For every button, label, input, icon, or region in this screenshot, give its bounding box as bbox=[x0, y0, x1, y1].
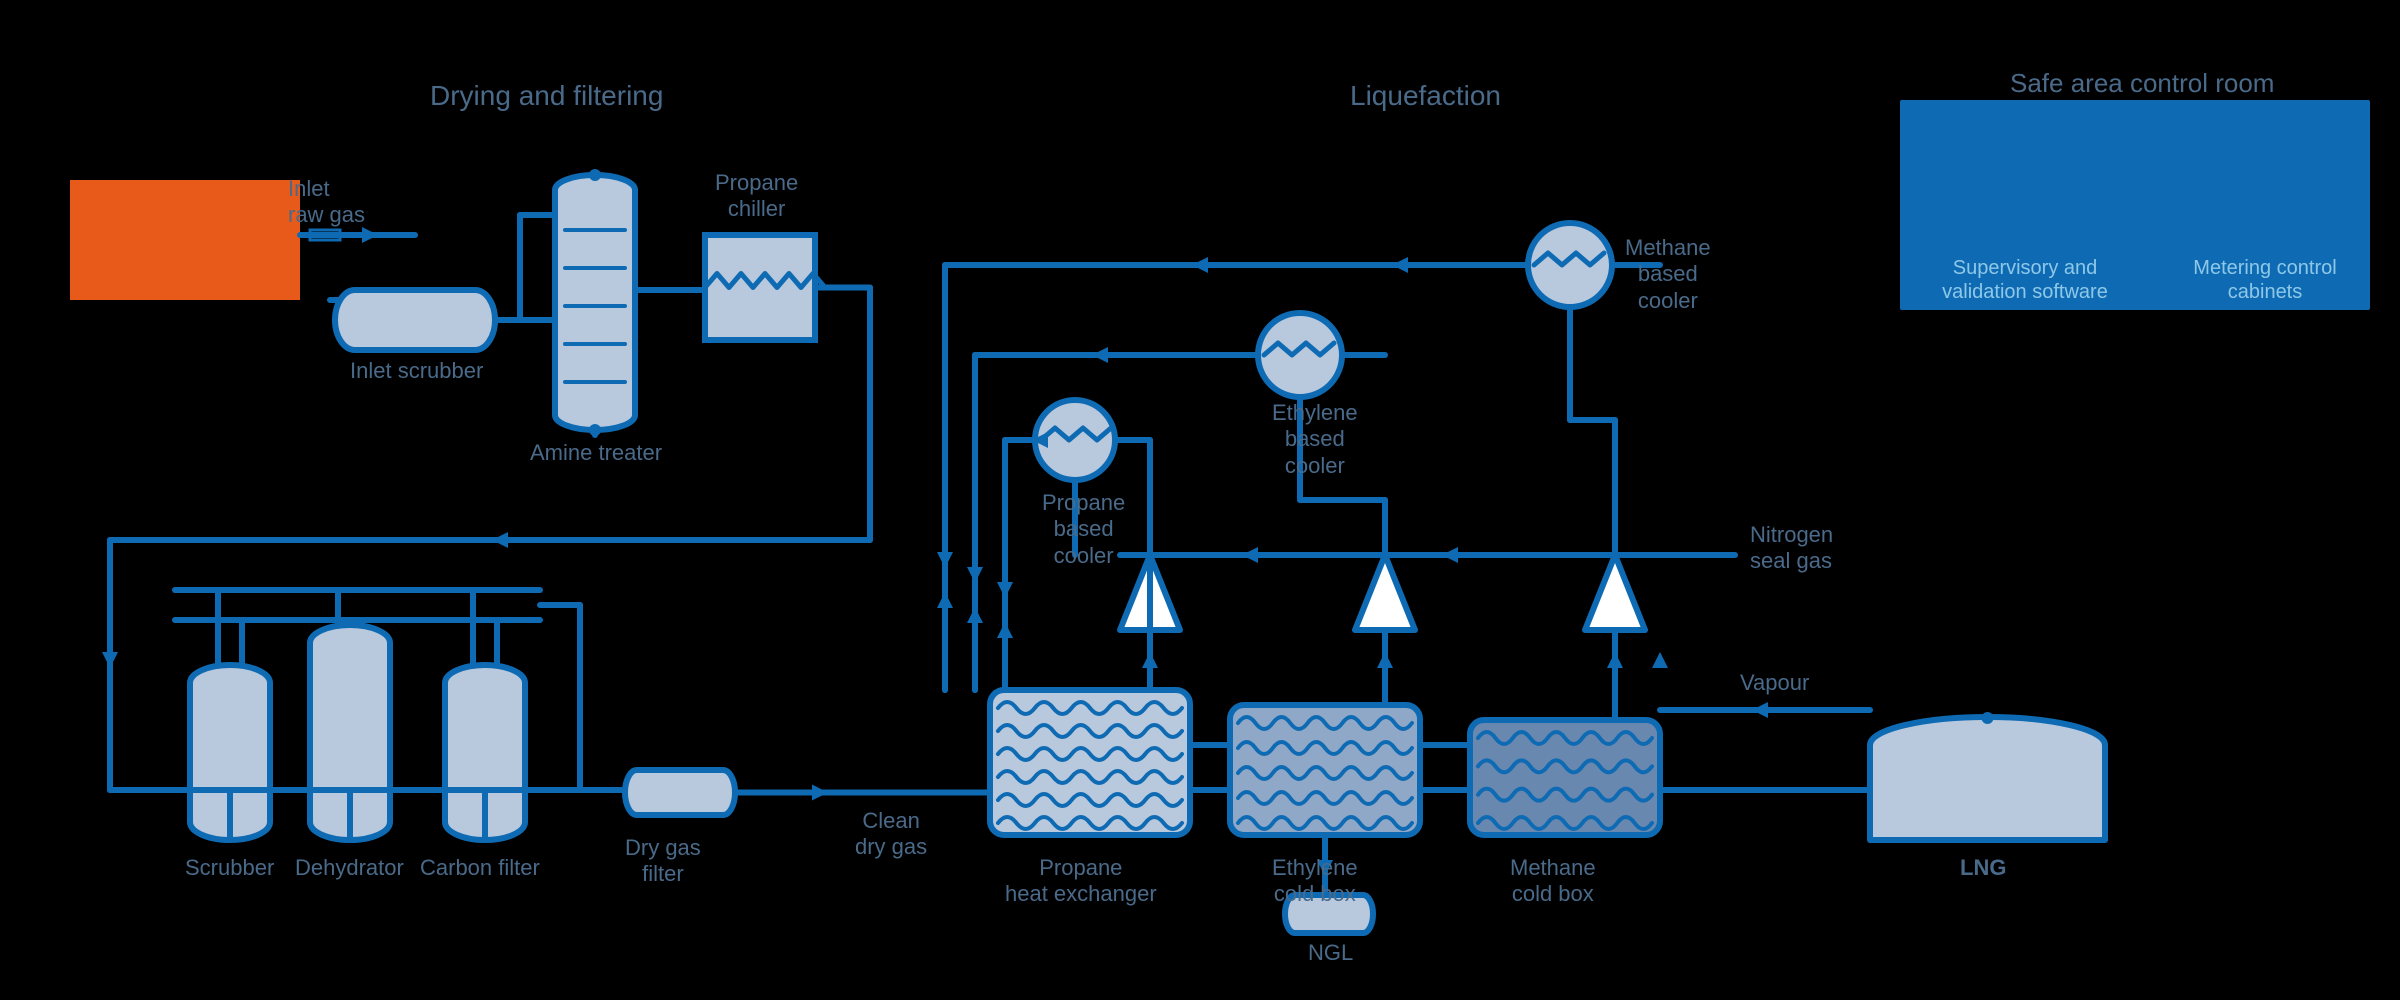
label-propane-cooler: Propane based cooler bbox=[1042, 490, 1125, 569]
label-ngl: NGL bbox=[1308, 940, 1353, 966]
label-carbon-filter: Carbon filter bbox=[420, 855, 540, 881]
label-ethylene-cooler: Ethylene based cooler bbox=[1272, 400, 1358, 479]
label-lng: LNG bbox=[1960, 855, 2006, 881]
section-drying-title: Drying and filtering bbox=[430, 80, 663, 112]
label-propane-chiller: Propane chiller bbox=[715, 170, 798, 223]
section-lique-title: Liquefaction bbox=[1350, 80, 1501, 112]
label-inlet-raw-gas: Inlet raw gas bbox=[288, 176, 365, 229]
label-nitrogen: Nitrogen seal gas bbox=[1750, 522, 1833, 575]
label-clean-dry-gas: Clean dry gas bbox=[855, 808, 927, 861]
label-methane-cooler: Methane based cooler bbox=[1625, 235, 1711, 314]
label-propane-hex: Propane heat exchanger bbox=[1005, 855, 1157, 908]
label-scrubber: Scrubber bbox=[185, 855, 274, 881]
label-dehydrator: Dehydrator bbox=[295, 855, 404, 881]
control-room-title: Safe area control room bbox=[2010, 68, 2274, 99]
label-methane-coldbox: Methane cold box bbox=[1510, 855, 1596, 908]
control-software-label: Supervisory and validation software bbox=[1925, 256, 2125, 304]
label-ethylene-coldbox: Ethylene cold box bbox=[1272, 855, 1358, 908]
label-vapour: Vapour bbox=[1740, 670, 1809, 696]
label-dry-gas-filter: Dry gas filter bbox=[625, 835, 701, 888]
label-inlet-scrubber: Inlet scrubber bbox=[350, 358, 483, 384]
control-cabinets-label: Metering control cabinets bbox=[2165, 256, 2365, 304]
label-amine-treater: Amine treater bbox=[530, 440, 662, 466]
